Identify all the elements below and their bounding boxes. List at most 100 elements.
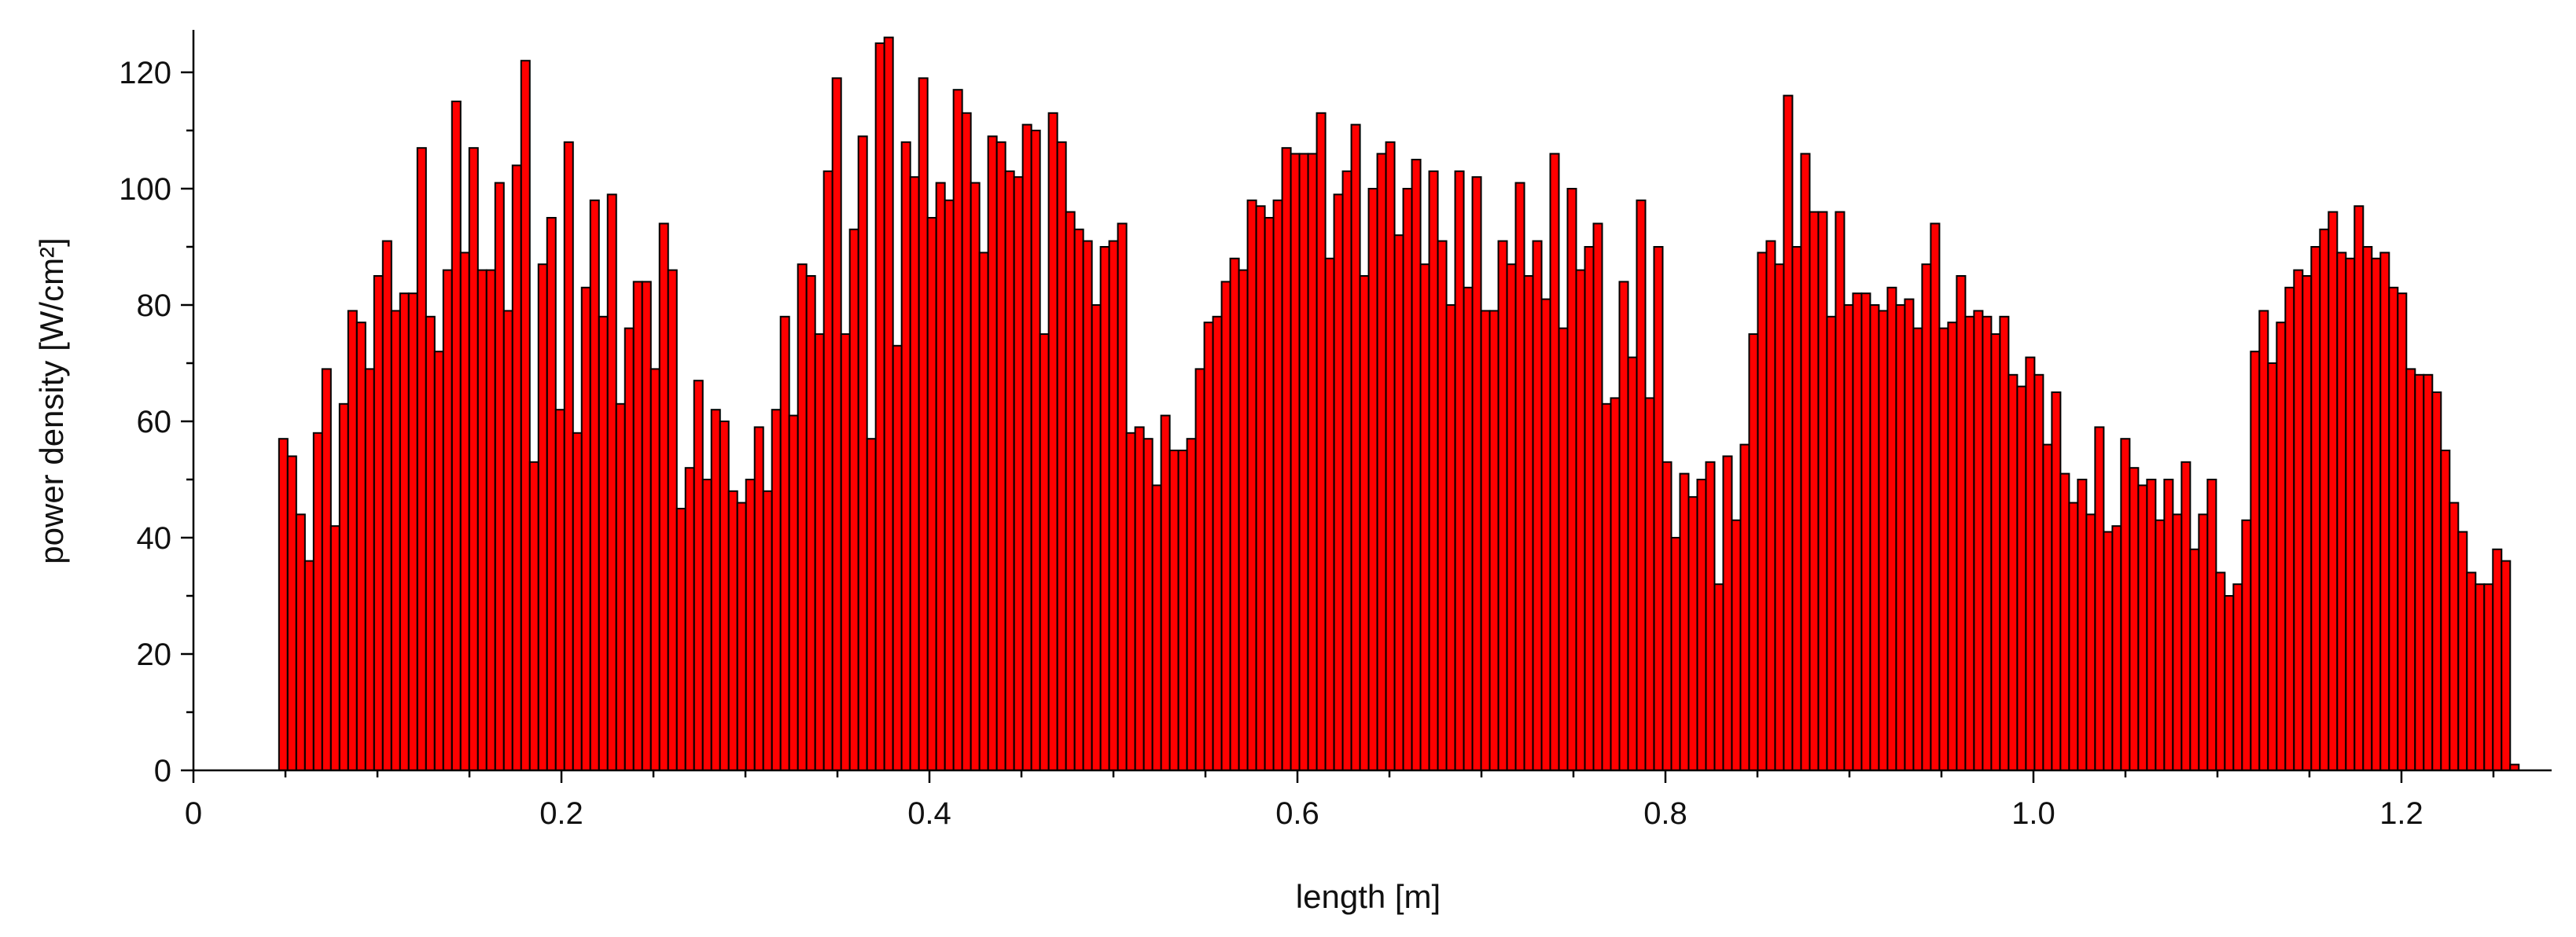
bar — [563, 141, 574, 772]
bar — [329, 525, 340, 771]
bar — [797, 263, 808, 771]
bar — [1523, 275, 1534, 771]
bar — [1497, 240, 1508, 772]
y-tick-label: 100 — [119, 172, 171, 207]
x-ticks-group: 0 0.2 0.4 0.6 0.8 1.0 1.2 — [185, 770, 2495, 831]
bar — [494, 182, 505, 772]
bar — [866, 438, 877, 771]
bar — [987, 135, 998, 771]
bar — [909, 176, 920, 771]
bar — [1809, 211, 1820, 772]
bar — [1117, 222, 1128, 771]
bar — [364, 368, 375, 771]
bar — [2120, 438, 2131, 771]
bar — [753, 426, 764, 772]
bar — [2284, 286, 2295, 771]
bar — [831, 77, 842, 771]
bar — [2336, 252, 2347, 771]
bar — [1739, 443, 1750, 771]
bar — [1627, 356, 1638, 772]
bar — [468, 147, 479, 771]
bar — [779, 315, 790, 771]
bar — [2362, 246, 2373, 771]
bar — [727, 490, 738, 771]
bar — [1566, 188, 1577, 771]
bar — [1272, 199, 1283, 772]
bar — [312, 432, 323, 771]
bar — [1151, 484, 1162, 772]
bar — [2155, 519, 2166, 771]
bar — [1722, 455, 1733, 772]
bar — [970, 182, 981, 772]
bar — [2042, 443, 2053, 771]
bar — [1731, 519, 1742, 771]
bar — [1402, 188, 1413, 771]
bar — [1644, 397, 1655, 771]
bar — [2388, 286, 2399, 771]
bar — [1826, 315, 1837, 771]
bar — [1393, 234, 1404, 771]
bar — [926, 217, 937, 771]
bar — [2483, 583, 2494, 772]
bar — [1385, 141, 1396, 772]
bar — [1411, 159, 1422, 771]
bar — [477, 269, 488, 772]
bar — [1964, 315, 1975, 771]
bar — [554, 409, 565, 771]
bar — [2258, 310, 2269, 771]
bar — [995, 141, 1006, 772]
bar — [1229, 257, 1240, 771]
bar — [2501, 560, 2512, 771]
bar — [1886, 286, 1897, 771]
bar — [1791, 246, 1802, 771]
bar — [2302, 275, 2313, 771]
bar — [1168, 450, 1179, 771]
bar — [1203, 322, 1214, 771]
bar — [1376, 152, 1387, 772]
bar — [693, 380, 704, 771]
bar — [1004, 170, 1015, 772]
bar — [1973, 310, 1984, 771]
bar — [2267, 362, 2278, 771]
bar — [442, 269, 453, 772]
bar — [675, 508, 686, 771]
bar — [848, 228, 859, 771]
bar — [451, 101, 462, 771]
y-tick-label: 80 — [137, 288, 172, 323]
bar — [1350, 123, 1361, 772]
bar — [1298, 152, 1309, 772]
bar — [762, 490, 773, 771]
bar — [2129, 467, 2140, 771]
bar — [918, 77, 929, 771]
bar — [286, 455, 297, 772]
bar — [935, 182, 946, 772]
bar — [2033, 373, 2044, 771]
bar — [2068, 502, 2079, 771]
bar — [1990, 333, 2001, 771]
bar — [1177, 450, 1188, 771]
bar — [1290, 152, 1301, 772]
bar — [883, 36, 894, 772]
bar — [2353, 205, 2364, 771]
bar — [1532, 240, 1543, 772]
bar — [2431, 391, 2442, 771]
bar — [1359, 275, 1370, 771]
bar — [1956, 275, 1967, 771]
bar — [745, 479, 756, 771]
x-tick-label: 0.2 — [539, 796, 583, 831]
bar — [1999, 315, 2010, 771]
bar — [425, 315, 436, 771]
bar — [580, 286, 591, 771]
bar — [641, 281, 652, 771]
bar — [961, 112, 972, 772]
bar — [2492, 548, 2503, 771]
bar — [978, 252, 989, 771]
bar — [1454, 170, 1465, 772]
bar — [1073, 228, 1084, 771]
bar — [1212, 315, 1223, 771]
bar — [2172, 513, 2183, 772]
bar — [459, 252, 470, 771]
bar — [520, 60, 531, 771]
bar — [1843, 304, 1854, 771]
bar — [1904, 298, 1915, 772]
